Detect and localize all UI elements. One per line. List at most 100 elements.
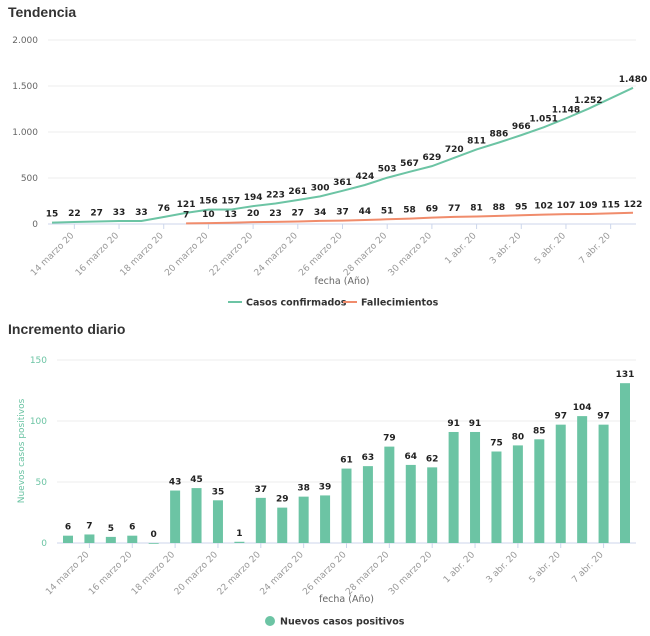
data-label: 107 [557,201,576,211]
x-tick-label: 7 abr. 20 [570,550,605,585]
data-label: 194 [244,193,263,203]
x-tick-label: 28 marzo 20 [342,231,389,278]
data-label: 77 [448,204,461,214]
data-label: 91 [447,419,460,429]
data-label: 22 [68,209,81,219]
data-label: 10 [202,210,215,220]
bar [127,535,138,543]
bar [362,466,373,543]
data-label: 64 [405,452,418,462]
x-tick-label: 1 abr. 20 [443,231,478,266]
data-label: 1.252 [574,96,602,106]
data-label: 1.051 [529,114,557,124]
data-label: 38 [297,484,310,494]
bar [255,497,266,543]
data-label: 97 [554,412,567,422]
data-label: 23 [269,209,282,219]
x-tick-label: 22 marzo 20 [208,231,255,278]
bar [448,431,459,543]
data-label: 1.480 [619,75,647,85]
data-label: 131 [616,370,635,380]
bar [491,451,502,543]
legend-confirmed-cases[interactable]: Casos confirmados [246,298,347,309]
y-tick-label: 100 [30,417,47,427]
bar [298,496,309,543]
data-label: 62 [426,454,439,464]
legend-new-cases[interactable]: Nuevos casos positivos [280,617,405,628]
data-label: 75 [490,439,503,449]
data-label: 20 [247,209,260,219]
bar [534,439,545,543]
y-tick-label: 50 [36,478,48,488]
data-label: 122 [624,200,643,210]
bar [105,536,116,543]
data-label: 121 [177,200,196,210]
y-tick-label: 500 [21,174,38,184]
data-label: 13 [225,210,238,220]
x-tick-label: 20 marzo 20 [173,550,220,597]
x-tick-label: 24 marzo 20 [253,231,300,278]
y-tick-label: 0 [41,539,47,549]
y-tick-label: 0 [32,220,38,230]
data-label: 6 [129,523,135,533]
bar [427,467,438,543]
x-tick-label: 14 marzo 20 [44,550,91,597]
data-label: 6 [65,523,71,533]
legend-circle-symbol [265,616,275,626]
data-label: 69 [426,205,439,215]
bar [191,488,202,543]
data-label: 61 [340,456,353,466]
bar [577,416,588,543]
data-label: 43 [169,478,182,488]
bar [277,507,288,543]
data-label: 966 [512,122,531,132]
bar [620,383,630,543]
deaths-line [186,211,634,225]
data-label: 81 [470,204,483,214]
legend-deaths[interactable]: Fallecimientos [361,298,439,309]
bar [555,424,566,543]
data-label: 37 [336,208,349,218]
x-axis-title: fecha (Año) [314,276,369,287]
data-label: 1.148 [552,105,580,115]
data-label: 35 [212,487,225,497]
data-label: 58 [403,206,416,216]
data-label: 1 [236,529,242,539]
x-axis-title: fecha (Año) [319,594,374,605]
data-label: 300 [311,183,330,193]
data-label: 39 [319,482,332,492]
y-tick-label: 150 [30,356,47,366]
y-tick-label: 1.000 [12,128,38,138]
data-label: 720 [445,145,464,155]
x-tick-label: 30 marzo 20 [387,550,434,597]
data-label: 27 [292,209,305,219]
x-tick-label: 14 marzo 20 [29,231,76,278]
data-label: 33 [113,208,126,218]
bar [341,468,352,543]
data-label: 80 [512,432,525,442]
confirmed-cases-line [51,86,634,224]
data-label: 156 [199,197,218,207]
x-tick-label: 3 abr. 20 [485,550,520,585]
data-label: 424 [355,172,374,182]
data-label: 261 [288,187,307,197]
data-label: 15 [46,210,59,220]
trend-chart-title: Tendencia [8,4,77,20]
x-tick-label: 5 abr. 20 [533,231,568,266]
data-label: 45 [190,475,203,485]
x-tick-label: 1 abr. 20 [442,550,477,585]
data-label: 44 [359,207,372,217]
data-label: 63 [362,453,375,463]
x-tick-label: 26 marzo 20 [301,550,348,597]
x-tick-label: 20 marzo 20 [163,231,210,278]
bar [170,490,181,543]
daily-chart-title: Incremento diario [8,321,126,337]
data-label: 109 [579,201,598,211]
data-label: 629 [422,153,441,163]
x-tick-label: 22 marzo 20 [216,550,263,597]
data-label: 85 [533,426,546,436]
bar [384,446,395,543]
data-label: 503 [378,165,397,175]
data-label: 5 [108,524,114,534]
